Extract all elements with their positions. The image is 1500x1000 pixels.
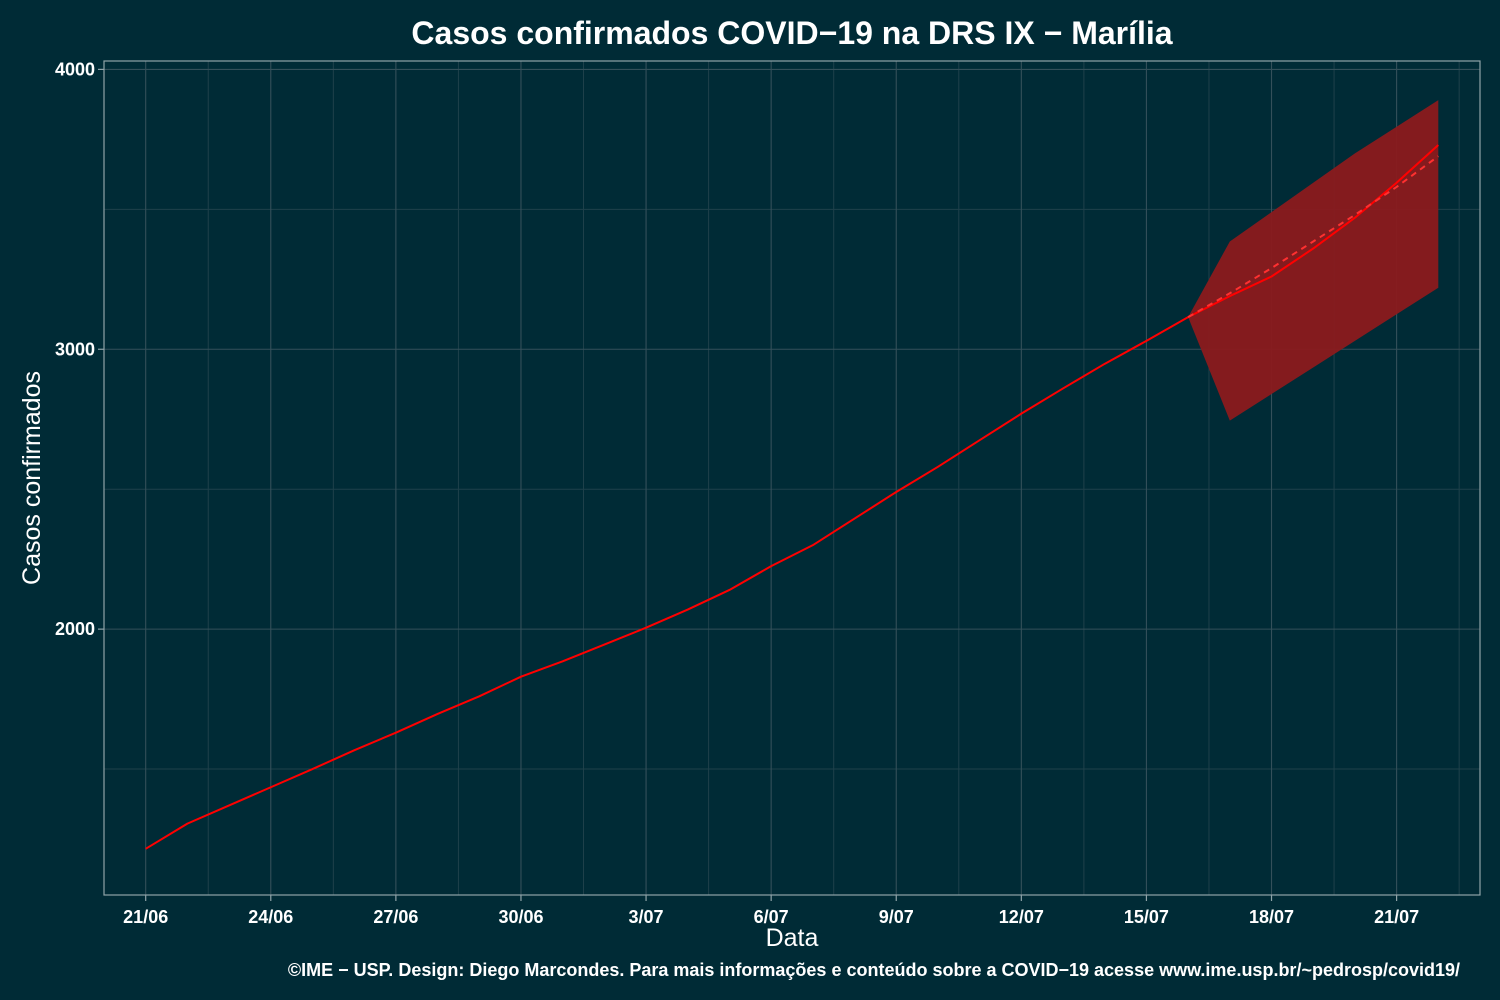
x-tick-label: 27/06 — [373, 907, 418, 927]
minor-gridlines — [104, 61, 1480, 895]
x-tick-label: 24/06 — [248, 907, 293, 927]
x-tick-label: 6/07 — [754, 907, 789, 927]
prediction-interval-band — [1188, 100, 1439, 421]
prediction-interval-layer — [1188, 100, 1439, 421]
y-axis-ticks: 2000 3000 4000 — [55, 59, 104, 639]
confirmed-cases-line — [145, 144, 1439, 850]
x-tick-label: 12/07 — [999, 907, 1044, 927]
y-tick-label: 3000 — [55, 339, 95, 359]
y-tick-label: 4000 — [55, 59, 95, 79]
y-tick-label: 2000 — [55, 619, 95, 639]
x-axis-ticks: 21/06 24/06 27/06 30/06 3/07 6/07 9/07 12/07 15/… — [123, 895, 1419, 927]
x-tick-label: 3/07 — [629, 907, 664, 927]
x-tick-label: 15/07 — [1124, 907, 1169, 927]
plot-frame — [103, 60, 1481, 896]
predicted-cases-line — [1187, 155, 1439, 318]
series-lines-layer — [145, 144, 1439, 850]
major-gridlines — [104, 61, 1480, 895]
x-tick-label: 21/07 — [1374, 907, 1419, 927]
x-tick-label: 30/06 — [498, 907, 543, 927]
x-tick-label: 9/07 — [879, 907, 914, 927]
x-axis-title: Data — [766, 924, 819, 952]
caption: ©IME − USP. Design: Diego Marcondes. Par… — [288, 960, 1460, 980]
x-tick-label: 18/07 — [1249, 907, 1294, 927]
x-tick-label: 21/06 — [123, 907, 168, 927]
y-axis-title: Casos confirmados — [18, 371, 46, 585]
chart-title: Casos confirmados COVID−19 na DRS IX − M… — [411, 15, 1172, 51]
